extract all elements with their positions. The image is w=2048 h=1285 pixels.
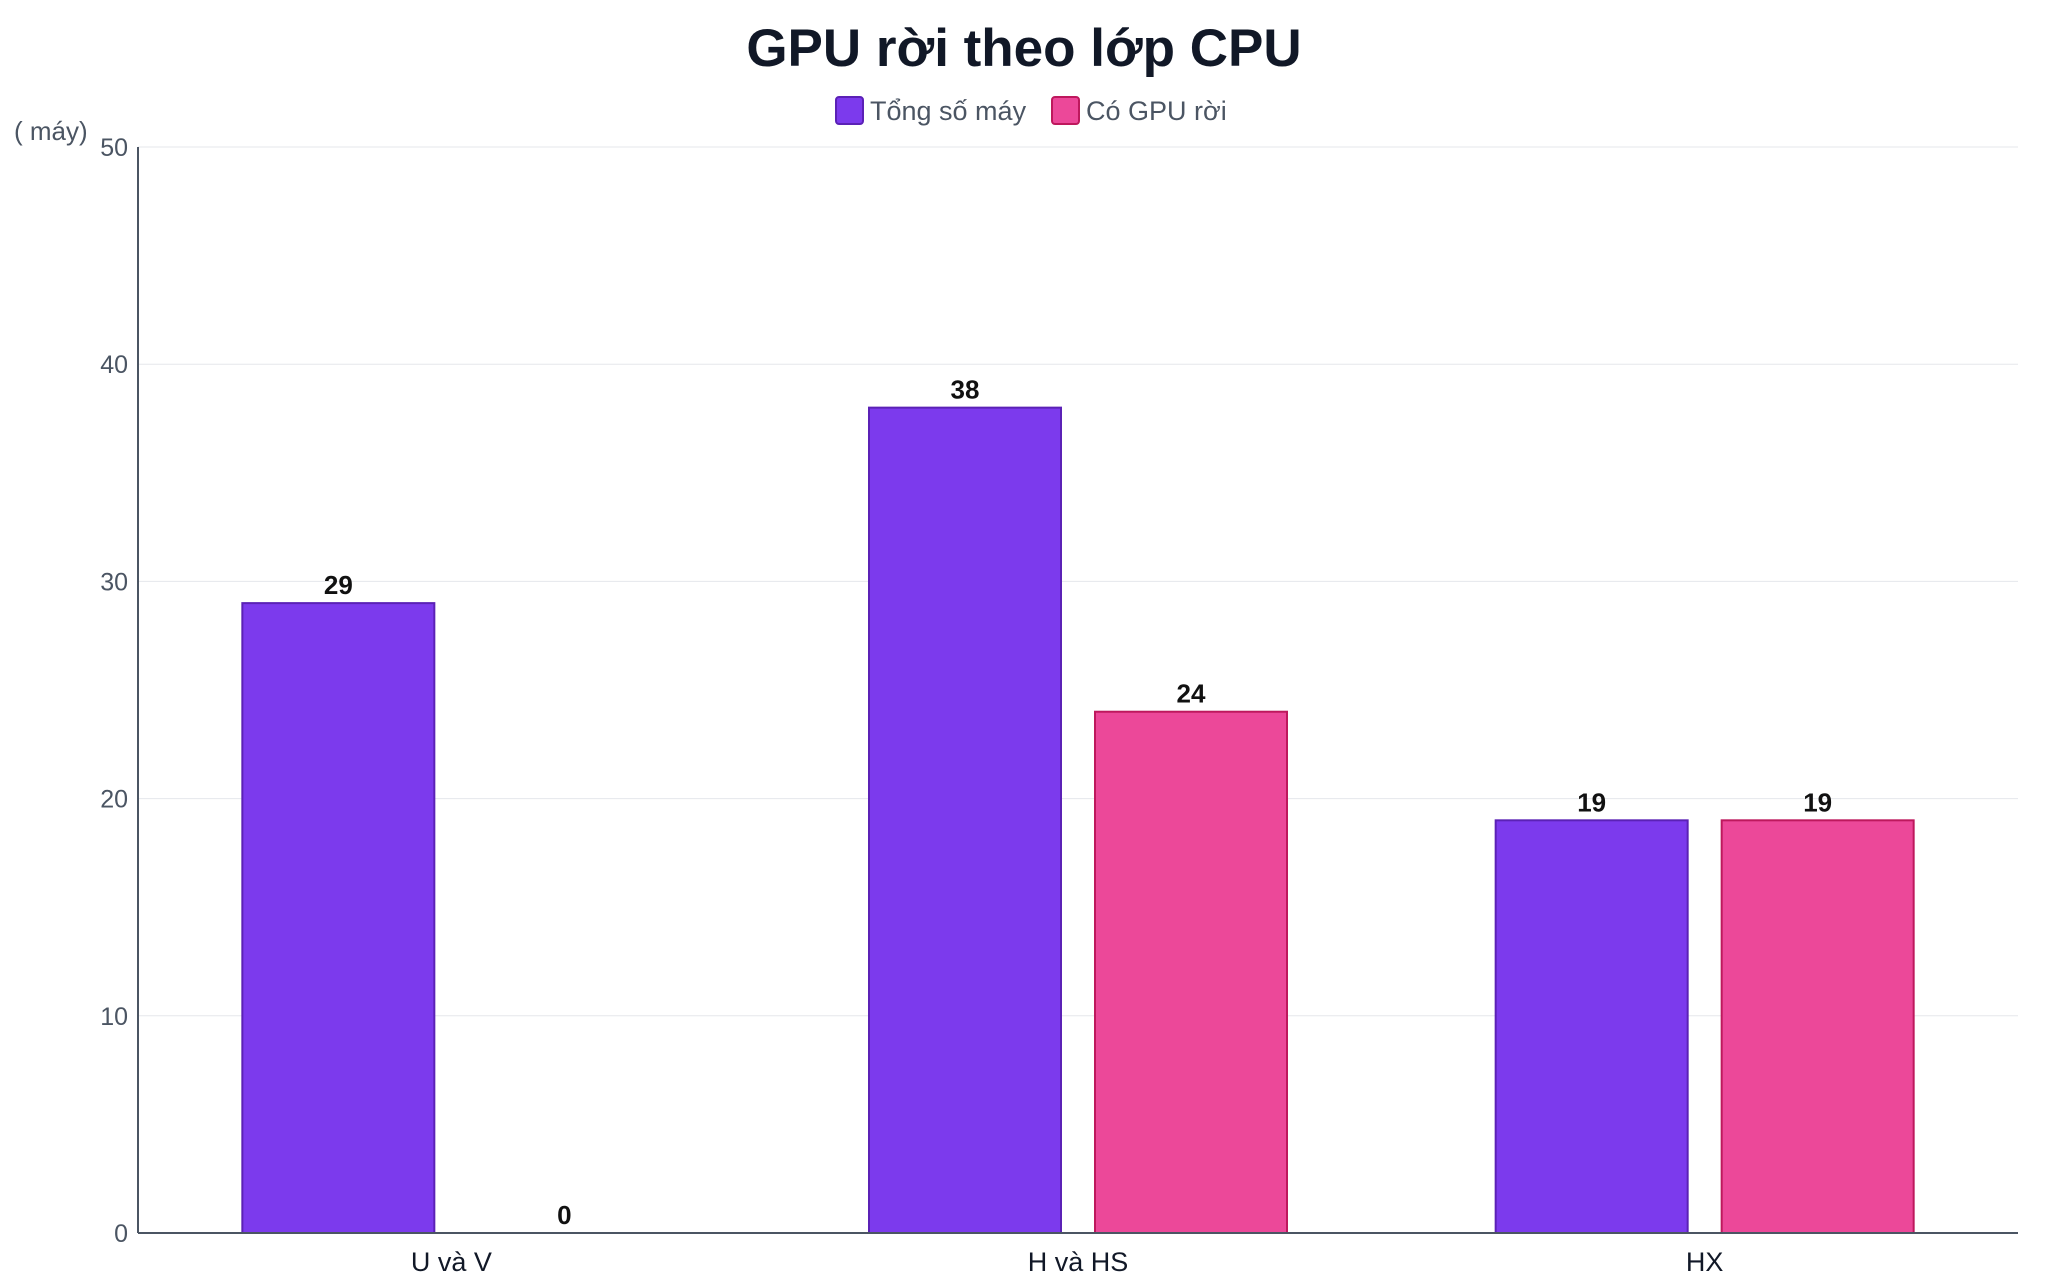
data-label-2-1: 0 xyxy=(557,1200,571,1230)
chart-title: GPU rời theo lớp CPU xyxy=(746,19,1301,78)
y-tick-label-40: 40 xyxy=(100,351,128,379)
chart-legend: Tổng số máy Có GPU rời xyxy=(835,96,1227,126)
data-label-2-3: 19 xyxy=(1803,787,1832,817)
bars xyxy=(241,406,1915,1234)
x-category-label-1: U và V xyxy=(411,1247,492,1277)
y-tick-label-10: 10 xyxy=(100,1003,128,1031)
legend-swatch-2 xyxy=(1051,96,1080,125)
bar-2-3 xyxy=(1720,819,1915,1234)
bar-1-3 xyxy=(1494,819,1689,1234)
data-label-1-3: 19 xyxy=(1577,787,1606,817)
data-label-1-2: 38 xyxy=(951,375,980,405)
x-axis-labels: U và V H và HS HX xyxy=(411,1247,1724,1277)
legend-swatch-1 xyxy=(835,96,864,125)
axes xyxy=(137,147,2018,1234)
legend-label-1: Tổng số máy xyxy=(870,96,1027,126)
data-labels: 29 0 38 24 19 19 xyxy=(324,375,1832,1230)
y-tick-label-30: 30 xyxy=(100,568,128,596)
x-category-label-2: H và HS xyxy=(1028,1247,1129,1277)
y-tick-label-50: 50 xyxy=(100,134,128,162)
x-category-label-3: HX xyxy=(1686,1247,1724,1277)
y-axis-unit-label: ( máy) xyxy=(14,116,88,146)
data-label-1-1: 29 xyxy=(324,570,353,600)
y-axis-ticks: 0 10 20 30 40 50 xyxy=(100,134,128,1248)
bar-2-2 xyxy=(1094,710,1288,1234)
bar-1-1 xyxy=(241,602,436,1234)
y-tick-label-20: 20 xyxy=(100,786,128,814)
legend-label-2: Có GPU rời xyxy=(1086,96,1227,126)
data-label-2-2: 24 xyxy=(1177,679,1206,709)
bar-1-2 xyxy=(868,406,1062,1234)
grid-lines xyxy=(138,146,2018,1017)
y-tick-label-0: 0 xyxy=(114,1220,128,1248)
